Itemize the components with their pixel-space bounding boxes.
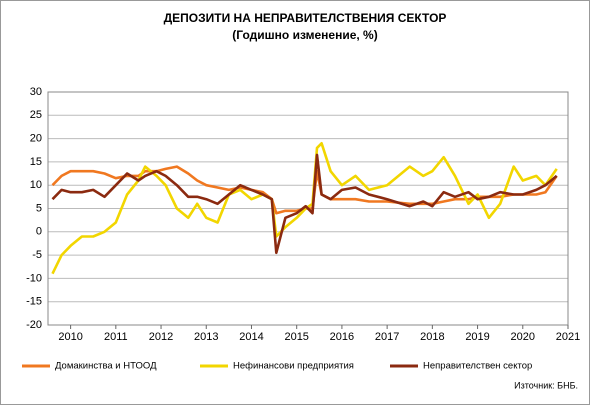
plot-area [47, 91, 569, 326]
y-tick-label: 30 [30, 86, 42, 98]
x-tick-label: 2018 [420, 331, 444, 343]
x-tick-label: 2019 [465, 331, 489, 343]
legend-label: Нефинансови предприятия [233, 361, 354, 372]
x-tick-label: 2012 [149, 331, 173, 343]
x-tick-label: 2015 [284, 331, 308, 343]
x-tick-label: 2010 [58, 331, 82, 343]
series-line [51, 142, 558, 275]
x-tick-label: 2011 [104, 331, 128, 343]
chart-subtitle: (Годишно изменение, %) [232, 28, 377, 42]
y-tick-label: 20 [30, 133, 42, 145]
x-tick-label: 2014 [239, 331, 263, 343]
y-tick-label: -10 [26, 272, 42, 284]
y-tick-label: 5 [36, 202, 42, 214]
source-note: Източник: БНБ. [514, 380, 578, 390]
y-tick-label: 25 [30, 109, 42, 121]
y-tick-label: 15 [30, 156, 42, 168]
x-tick-label: 2021 [556, 331, 580, 343]
x-tick-label: 2013 [194, 331, 218, 343]
y-tick-label: 10 [30, 179, 42, 191]
y-tick-label: 0 [36, 226, 42, 238]
chart-title: ДЕПОЗИТИ НА НЕПРАВИТЕЛСТВЕНИЯ СЕКТОР [164, 11, 447, 25]
series-line [51, 153, 558, 255]
series-line [51, 165, 558, 215]
y-tick-label: -20 [26, 319, 42, 331]
legend-label: Домакинства и НТООД [55, 361, 157, 372]
legend-label: Неправителствен сектор [423, 361, 532, 372]
x-tick-label: 2016 [330, 331, 354, 343]
y-tick-label: -15 [26, 296, 42, 308]
x-tick-label: 2020 [511, 331, 535, 343]
y-tick-label: -5 [32, 249, 42, 261]
x-tick-label: 2017 [375, 331, 399, 343]
